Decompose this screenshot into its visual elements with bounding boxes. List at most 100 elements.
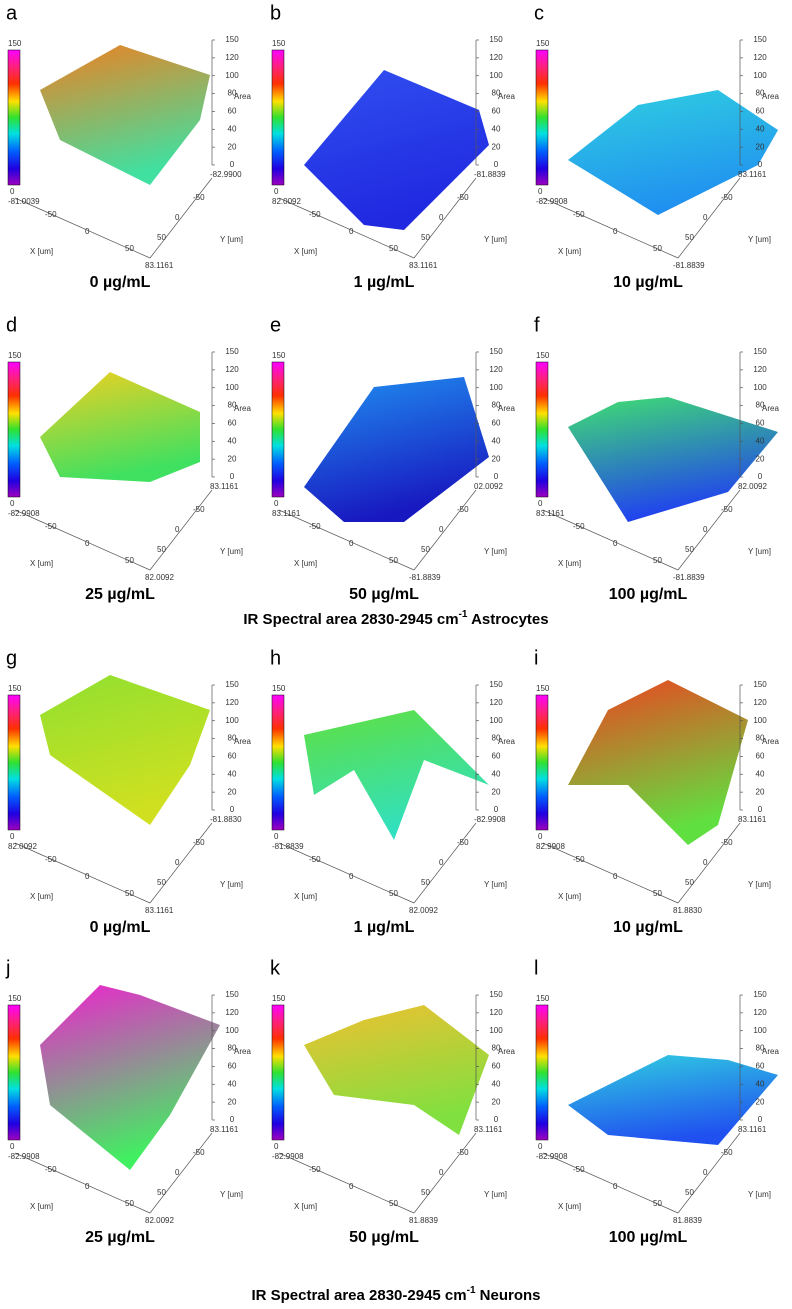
floor-axis xyxy=(14,1152,151,1214)
z-tick-label: 60 xyxy=(492,107,501,116)
floor-axis xyxy=(278,509,415,571)
floor-tick-label: 0 xyxy=(349,872,354,881)
z-tick-label: 120 xyxy=(489,1008,503,1017)
panel-label: 100 µg/mL xyxy=(609,1229,688,1246)
z-tick-label: 0 xyxy=(758,160,763,169)
corner-label: 83.1161 xyxy=(145,906,174,915)
z-tick-label: 60 xyxy=(492,1062,501,1071)
y-label: Y [um] xyxy=(220,1190,243,1199)
floor-tick-label: -50 xyxy=(721,1148,733,1157)
colorbar-min: 0 xyxy=(274,499,279,508)
floor-tick-label: 0 xyxy=(613,227,618,236)
floor-tick-label: 0 xyxy=(85,227,90,236)
z-tick-label: 40 xyxy=(228,436,237,445)
panel-letter: a xyxy=(6,2,18,24)
panel-label: 25 µg/mL xyxy=(85,1229,155,1246)
z-tick-label: 60 xyxy=(228,419,237,428)
z-tick-label: 120 xyxy=(225,1008,239,1017)
z-tick-label: 0 xyxy=(758,805,763,814)
floor-tick-label: -50 xyxy=(457,838,469,847)
surface xyxy=(568,1055,778,1145)
z-tick-label: 0 xyxy=(230,160,235,169)
floor-tick-label: 0 xyxy=(349,227,354,236)
y-label: Y [um] xyxy=(484,880,507,889)
floor-tick-label: -50 xyxy=(573,210,585,219)
caption-tail: Neurons xyxy=(476,1287,541,1304)
panel-letter: l xyxy=(534,957,538,979)
z-tick-label: 120 xyxy=(753,53,767,62)
z-label: Area xyxy=(762,92,779,101)
floor-tick-label: 0 xyxy=(703,1168,708,1177)
colorbar-min: 0 xyxy=(538,832,543,841)
corner-label: -82.9900 xyxy=(210,170,242,179)
floor-tick-label: 0 xyxy=(703,213,708,222)
corner-label: 83.1161 xyxy=(409,261,438,270)
z-tick-label: 80 xyxy=(492,401,501,410)
surface xyxy=(40,45,210,185)
z-tick-label: 150 xyxy=(753,347,767,356)
z-tick-label: 150 xyxy=(489,990,503,999)
z-tick-label: 40 xyxy=(756,124,765,133)
panel-letter: j xyxy=(5,957,10,979)
panel-label: 100 µg/mL xyxy=(609,586,688,603)
floor-tick-label: 50 xyxy=(685,545,694,554)
floor-axis xyxy=(677,822,741,904)
z-label: Area xyxy=(762,1047,779,1056)
z-tick-label: 100 xyxy=(225,71,239,80)
z-tick-label: 120 xyxy=(489,365,503,374)
z-tick-label: 120 xyxy=(225,53,239,62)
colorbar-max: 150 xyxy=(536,351,550,360)
y-label: Y [um] xyxy=(748,1190,771,1199)
floor-tick-label: 50 xyxy=(125,889,134,898)
z-label: Area xyxy=(498,404,515,413)
floor-axis xyxy=(413,177,477,259)
corner-label: 83.1161 xyxy=(210,1125,239,1134)
colorbar-max: 150 xyxy=(272,994,286,1003)
floor-tick-label: 50 xyxy=(125,1199,134,1208)
corner-label: 81.8839 xyxy=(409,1216,438,1225)
z-tick-label: 0 xyxy=(230,805,235,814)
colorbar-min: 0 xyxy=(538,187,543,196)
colorbar-max: 150 xyxy=(536,39,550,48)
floor-tick-label: 0 xyxy=(85,872,90,881)
panel: l 150 0 150 120 100 80 60 40 20 0 Area -50 -50 0 0 50 50 8… xyxy=(534,957,779,1246)
floor-tick-label: 50 xyxy=(157,878,166,887)
panel-label: 50 µg/mL xyxy=(349,1229,419,1246)
panel-label: 50 µg/mL xyxy=(349,586,419,603)
corner-label: 83.1161 xyxy=(272,509,301,518)
corner-label: -81.8839 xyxy=(272,842,304,851)
floor-tick-label: 50 xyxy=(685,1188,694,1197)
panel: k 150 0 150 120 100 80 60 40 20 0 Area -50 -50 0 0 50 50 8… xyxy=(270,957,515,1246)
z-tick-label: 0 xyxy=(494,472,499,481)
floor-tick-label: 0 xyxy=(703,525,708,534)
panel-letter: c xyxy=(534,2,544,24)
colorbar xyxy=(271,49,285,186)
floor-tick-label: -50 xyxy=(45,210,57,219)
floor-tick-label: -50 xyxy=(573,1165,585,1174)
surface xyxy=(40,675,210,825)
corner-label: 82.0092 xyxy=(145,1216,174,1225)
panel-letter: d xyxy=(6,314,17,336)
y-label: Y [um] xyxy=(220,547,243,556)
surface xyxy=(304,70,489,230)
corner-label: 82.0092 xyxy=(8,842,37,851)
corner-label: -82.9908 xyxy=(8,509,40,518)
floor-tick-label: -50 xyxy=(309,522,321,531)
z-tick-label: 120 xyxy=(753,1008,767,1017)
panel-label: 10 µg/mL xyxy=(613,274,683,291)
floor-tick-label: 0 xyxy=(613,1182,618,1191)
z-tick-label: 60 xyxy=(756,1062,765,1071)
floor-axis xyxy=(677,489,741,571)
panel: b 150 0 150 120 100 80 60 40 20 0 Area -50 -50 0 0 50 50 -… xyxy=(270,2,515,291)
floor-tick-label: 50 xyxy=(421,878,430,887)
z-tick-label: 0 xyxy=(494,160,499,169)
corner-label: 83.1161 xyxy=(738,170,767,179)
caption-sup: -1 xyxy=(467,1285,476,1296)
z-label: Area xyxy=(234,737,251,746)
z-tick-label: 80 xyxy=(756,89,765,98)
x-label: X [um] xyxy=(30,892,53,901)
panel-letter: e xyxy=(270,314,281,336)
z-tick-label: 80 xyxy=(756,401,765,410)
z-tick-label: 80 xyxy=(228,401,237,410)
